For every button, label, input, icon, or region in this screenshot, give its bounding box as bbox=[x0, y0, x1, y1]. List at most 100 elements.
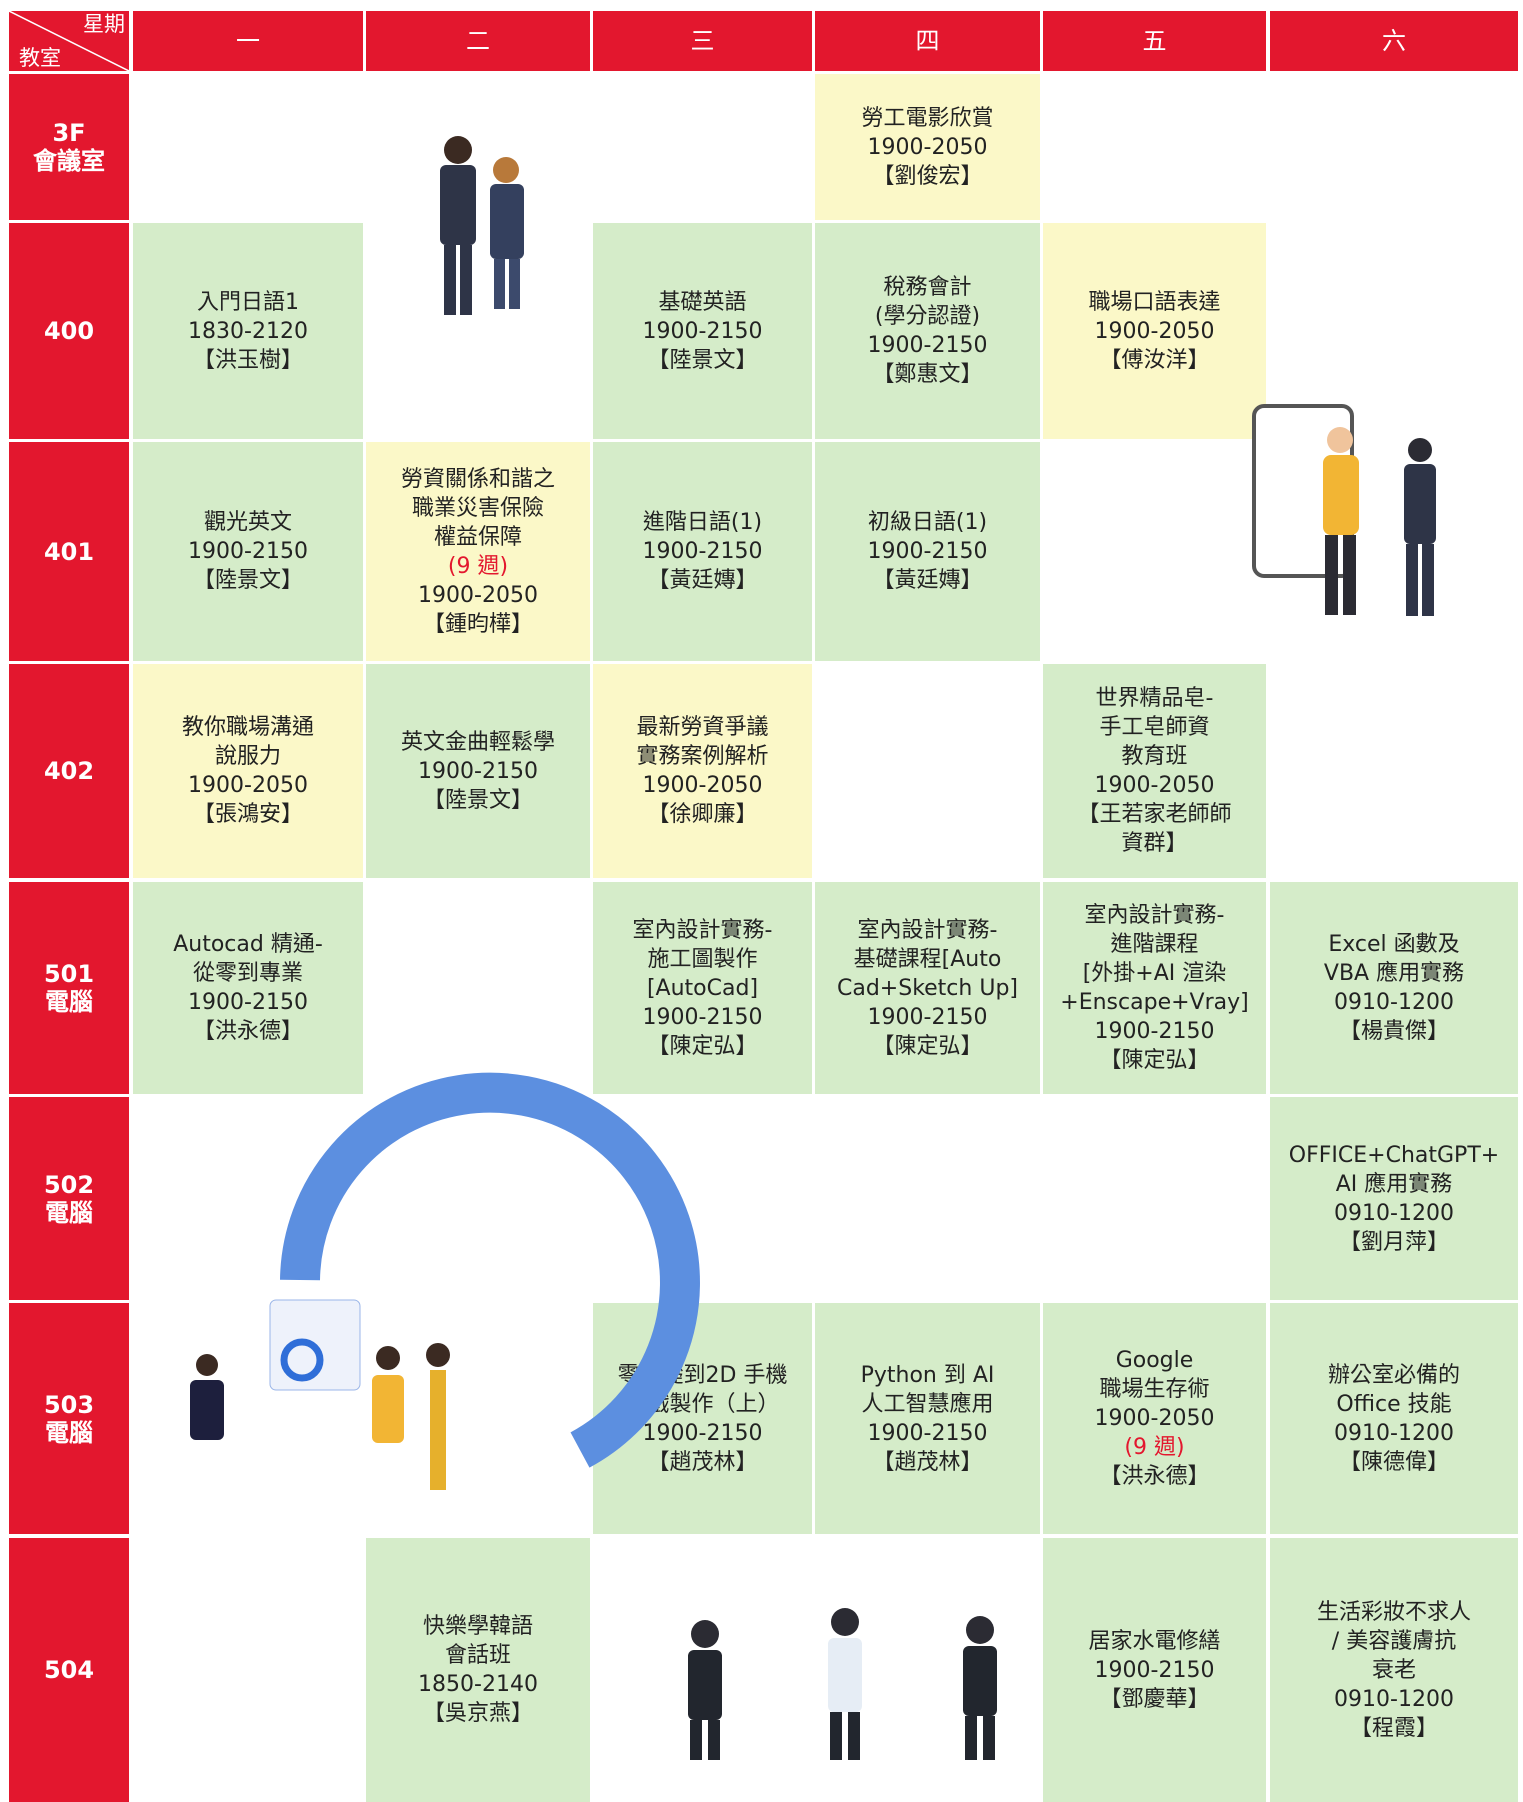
course-line: AI 應用實務 bbox=[1335, 1171, 1453, 1197]
day-label: 二 bbox=[466, 26, 490, 55]
course-cell: 勞工電影欣賞 1900-2050 【劉俊宏】 bbox=[815, 74, 1040, 220]
course-cell: 勞資關係和諧之 職業災害保險 權益保障 (9 週) 1900-2050 【鍾昀樺】 bbox=[366, 442, 590, 661]
course-line: 1900-2150 bbox=[642, 539, 763, 564]
course-cell: 基礎英語 1900-2150 【陸景文】 bbox=[593, 223, 812, 439]
course-cell: 辦公室必備的 Office 技能 0910-1200 【陳德偉】 bbox=[1270, 1303, 1518, 1534]
course-cell: Python 到 AI 人工智慧應用 1900-2150 【趙茂林】 bbox=[815, 1303, 1040, 1534]
course-line: 【陳定弘】 bbox=[872, 1033, 983, 1059]
day-header: 一 bbox=[133, 11, 363, 71]
course-cell: 稅務會計 (學分認證) 1900-2150 【鄭惠文】 bbox=[815, 223, 1040, 439]
course-line: 1900-2150 bbox=[642, 1004, 763, 1030]
course-cell: Autocad 精通- 從零到專業 1900-2150 【洪永德】 bbox=[133, 882, 363, 1094]
course-line: 室內設計實務- bbox=[632, 917, 773, 943]
course-cell: 初級日語(1) 1900-2150 【黃廷嫥】 bbox=[815, 442, 1040, 661]
course-line: 【洪永德】 bbox=[192, 1019, 303, 1044]
course-line: 【陳定弘】 bbox=[647, 1033, 758, 1059]
course-cell: 觀光英文 1900-2150 【陸景文】 bbox=[133, 442, 363, 661]
course-line: 快樂學韓語 bbox=[422, 1614, 533, 1639]
course-cell: 世界精品皂- 手工皂師資 教育班 1900-2050 【王若家老師師 資群】 bbox=[1043, 664, 1266, 878]
room-label: 402 bbox=[43, 757, 95, 785]
course-cell: 最新勞資爭議 實務案例解析 1900-2050 【徐卿廉】 bbox=[593, 664, 812, 878]
course-line: 【洪玉樹】 bbox=[192, 347, 303, 373]
course-line: 職業災害保險 bbox=[411, 495, 544, 521]
course-line: 室內設計實務- bbox=[857, 917, 998, 943]
course-line: 衰老 bbox=[1371, 1657, 1416, 1683]
course-cell: 室內設計實務- 進階課程 [外掛+AI 渲染 +Enscape+Vray] 1900-2… bbox=[1043, 882, 1266, 1094]
illustration-chart bbox=[190, 1072, 700, 1490]
illustration-businessmen bbox=[688, 1608, 997, 1760]
course-line: 1900-2150 bbox=[867, 1004, 988, 1030]
day-header: 五 bbox=[1043, 11, 1266, 71]
course-line: 手工皂師資 bbox=[1099, 715, 1210, 740]
room-header: 3F 會議室 bbox=[9, 74, 129, 220]
course-line: 稅務會計 bbox=[883, 275, 972, 300]
day-label: 五 bbox=[1142, 26, 1167, 55]
course-line: 【黃廷嫥】 bbox=[872, 568, 983, 593]
course-line: OFFICE+ChatGPT+ bbox=[1288, 1142, 1500, 1168]
course-line: 基礎英語 bbox=[658, 289, 747, 315]
course-line: 教你職場溝通 bbox=[181, 715, 314, 740]
corner-day-label: 星期 bbox=[83, 12, 125, 36]
room-label: 電腦 bbox=[45, 1418, 93, 1447]
course-line: 【趙茂林】 bbox=[647, 1449, 758, 1475]
course-line: 【鄭惠文】 bbox=[872, 362, 983, 387]
course-line: 1900-2050 bbox=[418, 582, 538, 608]
course-line: 勞工電影欣賞 bbox=[861, 105, 994, 131]
room-label: 401 bbox=[43, 537, 95, 566]
course-line: 施工圖製作 bbox=[647, 946, 758, 972]
course-line: Google bbox=[1115, 1348, 1194, 1373]
course-line: 1900-2050 bbox=[867, 134, 988, 160]
course-line: (學分認證) bbox=[874, 304, 981, 329]
room-header: 401 bbox=[9, 442, 129, 661]
course-line: 0910-1200 bbox=[1334, 1420, 1454, 1446]
course-line: 1900-2150 bbox=[418, 758, 538, 784]
course-line: 生活彩妝不求人 bbox=[1316, 1599, 1471, 1625]
course-line: 【徐卿廉】 bbox=[647, 802, 758, 827]
course-line: 1900-2150 bbox=[867, 333, 988, 358]
course-cell: 入門日語1 1830-2120 【洪玉樹】 bbox=[133, 223, 363, 439]
day-label: 三 bbox=[690, 26, 715, 55]
course-line: 【劉俊宏】 bbox=[872, 163, 983, 189]
course-line: 【陳德偉】 bbox=[1338, 1449, 1449, 1475]
course-line: 1900-2150 bbox=[642, 1420, 763, 1446]
room-label: 電腦 bbox=[45, 988, 93, 1016]
corner-diagonal bbox=[9, 11, 129, 71]
course-line: 入門日語1 bbox=[197, 289, 299, 315]
day-label: 六 bbox=[1382, 26, 1406, 55]
course-note: (9 週) bbox=[1124, 1435, 1185, 1460]
course-cell: 進階日語(1) 1900-2150 【黃廷嫥】 bbox=[593, 442, 812, 661]
course-line: 【陸景文】 bbox=[647, 347, 758, 373]
course-line: 1900-2050 bbox=[1094, 318, 1215, 344]
course-line: 教育班 bbox=[1121, 744, 1188, 769]
course-line: 【吳京燕】 bbox=[422, 1701, 533, 1726]
course-line: 1900-2150 bbox=[642, 318, 763, 344]
course-line: 1900-2050 bbox=[1094, 1406, 1215, 1431]
course-line: Excel 函數及 bbox=[1328, 932, 1460, 957]
course-line: 【程霞】 bbox=[1349, 1715, 1438, 1741]
course-line: Cad+Sketch Up] bbox=[836, 975, 1018, 1001]
course-cell: Excel 函數及 VBA 應用實務 0910-1200 【楊貴傑】 bbox=[1270, 882, 1518, 1094]
course-line: 1900-2150 bbox=[867, 1420, 988, 1446]
course-note: (9 週) bbox=[447, 553, 509, 579]
course-line: 會話班 bbox=[444, 1643, 511, 1668]
course-cell: 生活彩妝不求人 / 美容護膚抗 衰老 0910-1200 【程霞】 bbox=[1270, 1538, 1518, 1802]
course-line: 世界精品皂- bbox=[1095, 686, 1214, 711]
course-cell: 居家水電修繕 1900-2150 【鄧慶華】 bbox=[1043, 1538, 1266, 1802]
course-line: 【洪永德】 bbox=[1099, 1464, 1210, 1489]
course-line: [外掛+AI 渲染 bbox=[1082, 961, 1227, 986]
course-cell: 教你職場溝通 說服力 1900-2050 【張鴻安】 bbox=[133, 664, 363, 878]
room-header: 402 bbox=[9, 664, 129, 878]
course-line: 【劉月萍】 bbox=[1338, 1229, 1449, 1255]
course-line: 0910-1200 bbox=[1334, 990, 1454, 1015]
course-cell: 室內設計實務- 基礎課程[Auto Cad+Sketch Up] 1900-2150 【… bbox=[815, 882, 1040, 1094]
room-label: 3F bbox=[52, 119, 86, 147]
course-line: 1900-2050 bbox=[188, 773, 308, 798]
course-line: / 美容護膚抗 bbox=[1331, 1628, 1457, 1654]
room-label: 會議室 bbox=[33, 147, 105, 175]
room-label: 400 bbox=[43, 317, 95, 345]
course-cell: 職場口語表達 1900-2050 【傅汝洋】 bbox=[1043, 223, 1266, 439]
day-header: 四 bbox=[815, 11, 1040, 71]
day-header: 二 bbox=[366, 11, 590, 71]
corner-room-label: 教室 bbox=[19, 46, 61, 70]
